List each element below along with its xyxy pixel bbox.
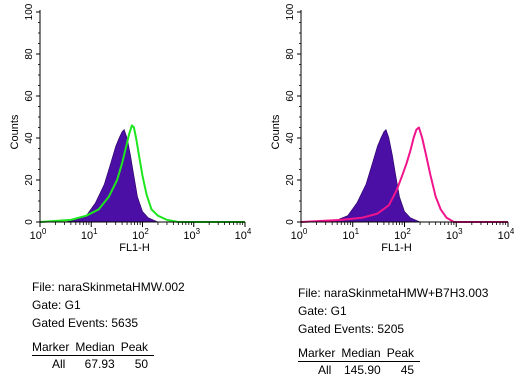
peak-header: Peak bbox=[387, 346, 420, 362]
right-stats-panel: File: naraSkinmetaHMW+B7H3.003 Gate: G1 … bbox=[298, 284, 488, 378]
marker-header: Marker bbox=[32, 340, 75, 356]
table-header-row: Marker Median Peak bbox=[32, 340, 154, 356]
y-tick-label: 100 bbox=[24, 3, 35, 20]
marker-value: All bbox=[32, 356, 75, 373]
filled-histogram-series bbox=[301, 130, 508, 222]
y-tick-label: 20 bbox=[24, 174, 35, 186]
outline-histogram-series bbox=[40, 125, 245, 222]
left-marker-table: Marker Median Peak All 67.93 50 bbox=[32, 340, 154, 372]
median-value: 67.93 bbox=[75, 356, 120, 373]
x-axis-label: FL1-H bbox=[119, 242, 150, 254]
y-tick-label: 0 bbox=[24, 219, 35, 225]
x-tick-label: 104 bbox=[498, 227, 514, 242]
left-gated-events: Gated Events: 5635 bbox=[32, 314, 185, 332]
y-tick-label: 80 bbox=[285, 48, 296, 60]
y-tick-label: 40 bbox=[24, 132, 35, 144]
y-tick-label: 40 bbox=[285, 132, 296, 144]
y-tick-label: 100 bbox=[285, 3, 296, 20]
x-tick-label: 103 bbox=[446, 227, 463, 242]
x-tick-label: 101 bbox=[81, 227, 98, 242]
x-tick-label: 101 bbox=[342, 227, 359, 242]
peak-value: 50 bbox=[121, 356, 154, 373]
marker-value: All bbox=[298, 362, 341, 378]
x-tick-label: 100 bbox=[30, 227, 47, 242]
median-value: 145.90 bbox=[341, 362, 386, 378]
y-tick-label: 60 bbox=[24, 90, 35, 102]
y-tick-label: 60 bbox=[285, 90, 296, 102]
right-gate-label: Gate: G1 bbox=[298, 302, 488, 320]
y-tick-label: 20 bbox=[285, 174, 296, 186]
x-tick-label: 100 bbox=[291, 227, 308, 242]
x-tick-label: 104 bbox=[235, 227, 252, 242]
median-header: Median bbox=[341, 346, 386, 362]
y-axis-label: Counts bbox=[270, 114, 282, 149]
right-file-label: File: naraSkinmetaHMW+B7H3.003 bbox=[298, 284, 488, 302]
histogram-right: 0 20 40 60 80 100 100 101 102 103 104 FL1-H Counts bbox=[270, 3, 514, 254]
table-row: All 67.93 50 bbox=[32, 356, 154, 373]
x-tick-label: 103 bbox=[183, 227, 200, 242]
marker-header: Marker bbox=[298, 346, 341, 362]
peak-value: 45 bbox=[387, 362, 420, 378]
histogram-left: 0 20 40 60 80 100 100 101 102 103 104 FL1-H Counts bbox=[9, 3, 252, 254]
left-file-label: File: naraSkinmetaHMW.002 bbox=[32, 278, 185, 296]
table-row: All 145.90 45 bbox=[298, 362, 420, 378]
outline-histogram-series bbox=[301, 128, 508, 223]
histogram-figure: 0 20 40 60 80 100 100 101 102 103 104 FL1-H Counts 0… bbox=[0, 0, 514, 262]
y-tick-label: 80 bbox=[24, 48, 35, 60]
right-marker-table: Marker Median Peak All 145.90 45 bbox=[298, 346, 420, 378]
x-axis-label: FL1-H bbox=[381, 242, 412, 254]
table-header-row: Marker Median Peak bbox=[298, 346, 420, 362]
left-gate-label: Gate: G1 bbox=[32, 296, 185, 314]
y-axis-label: Counts bbox=[9, 114, 21, 149]
x-tick-label: 102 bbox=[132, 227, 149, 242]
y-tick-label: 0 bbox=[285, 219, 296, 225]
median-header: Median bbox=[75, 340, 120, 356]
right-gated-events: Gated Events: 5205 bbox=[298, 320, 488, 338]
peak-header: Peak bbox=[121, 340, 154, 356]
x-tick-label: 102 bbox=[394, 227, 411, 242]
left-stats-panel: File: naraSkinmetaHMW.002 Gate: G1 Gated… bbox=[32, 278, 185, 372]
